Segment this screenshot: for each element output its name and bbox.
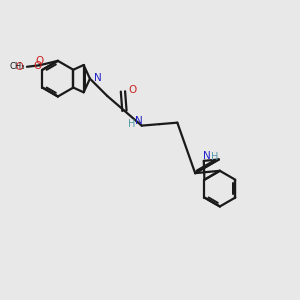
Text: H: H <box>128 119 136 129</box>
Text: O: O <box>34 61 42 70</box>
Text: H: H <box>212 152 219 162</box>
Text: O: O <box>36 56 44 65</box>
Text: CH₃: CH₃ <box>10 62 26 71</box>
Text: O: O <box>128 85 136 95</box>
Text: O: O <box>16 62 23 72</box>
Text: N: N <box>135 116 142 127</box>
Text: N: N <box>203 152 211 161</box>
Text: N: N <box>94 74 102 83</box>
